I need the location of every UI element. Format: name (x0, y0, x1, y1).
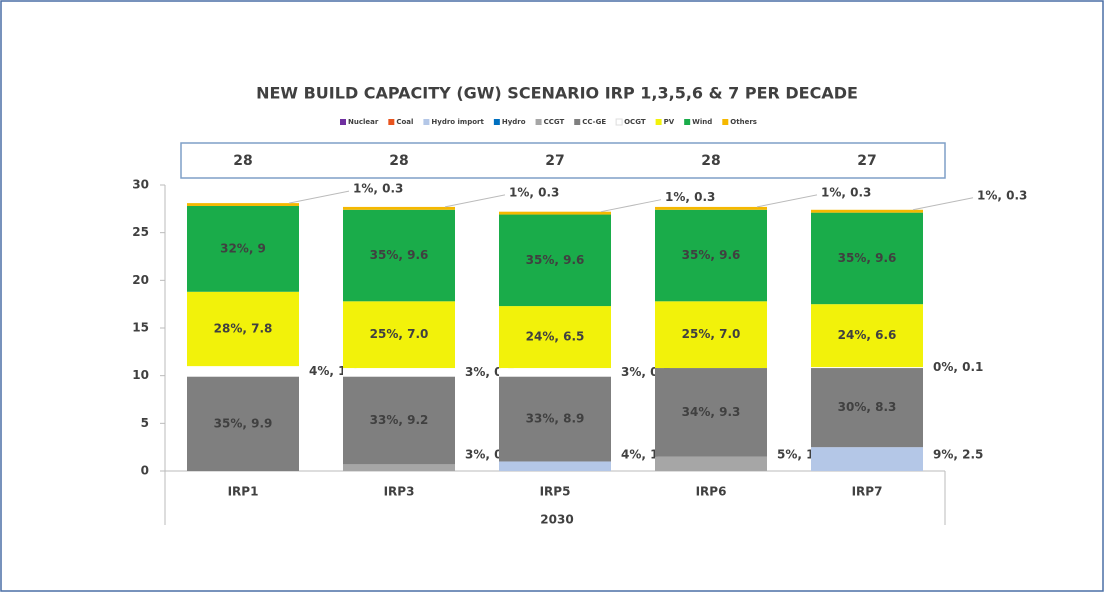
bar-segment (343, 464, 455, 471)
bar-segment (499, 461, 611, 471)
value-label: 0%, 0.1 (933, 360, 983, 374)
legend-label: Hydro (502, 118, 526, 126)
y-tick-label: 15 (132, 321, 149, 335)
legend-swatch (722, 119, 729, 125)
total-label: 28 (389, 153, 408, 169)
bar-segment (187, 291, 299, 367)
bar-segment (811, 367, 923, 369)
bar-segment (343, 209, 455, 302)
value-label: 1%, 0.3 (353, 182, 403, 196)
legend-swatch (684, 119, 691, 125)
value-label: 1%, 0.3 (821, 185, 871, 199)
value-label: 24%, 6.6 (838, 328, 897, 342)
value-label: 4%, 1 (621, 448, 658, 462)
y-tick-label: 5 (141, 416, 149, 430)
x-tick-label: IRP3 (384, 485, 415, 499)
legend-swatch (535, 119, 542, 125)
legend-swatch (655, 119, 662, 125)
bar-segment (811, 447, 923, 471)
value-label: 1%, 0.3 (977, 188, 1027, 202)
bar-segment (499, 306, 611, 369)
y-tick-label: 30 (132, 178, 149, 192)
legend-swatch (615, 118, 623, 126)
y-tick-label: 10 (132, 368, 149, 382)
y-tick-label: 20 (132, 273, 149, 287)
legend-label: Wind (692, 118, 712, 126)
bar-segment (499, 368, 611, 377)
chart-title: NEW BUILD CAPACITY (GW) SCENARIO IRP 1,3… (256, 84, 858, 103)
value-label: 25%, 7.0 (682, 327, 741, 341)
total-label: 27 (857, 153, 876, 169)
x-tick-label: IRP1 (228, 485, 259, 499)
legend-swatch (388, 119, 395, 125)
bar-segment (655, 209, 767, 302)
legend-swatch (493, 119, 500, 125)
leader-line (756, 194, 818, 208)
bar-segment (655, 301, 767, 369)
legend-label: CCGT (544, 118, 565, 126)
y-tick-label: 0 (141, 464, 149, 478)
bar-segment (187, 203, 299, 206)
bar-segment (811, 368, 923, 448)
value-label: 1%, 0.3 (665, 190, 715, 204)
legend-label: Others (730, 118, 757, 126)
bar-segment (343, 301, 455, 369)
bar-segment (655, 206, 767, 210)
leader-line (600, 199, 662, 213)
totals-box (180, 142, 946, 179)
bar-segment (499, 376, 611, 462)
bar-segment (343, 376, 455, 465)
legend-label: Hydro import (431, 118, 484, 126)
value-label: 24%, 6.5 (526, 330, 585, 344)
value-label: 35%, 9.6 (682, 248, 741, 262)
bar-segment (187, 366, 299, 377)
x-tick-label: IRP5 (540, 485, 571, 499)
x-group-label: 2030 (540, 513, 573, 527)
legend-label: OCGT (624, 118, 646, 126)
bar-segment (343, 368, 455, 377)
legend-label: Coal (396, 118, 413, 126)
value-label: 35%, 9.6 (838, 251, 897, 265)
value-label: 1%, 0.3 (509, 185, 559, 199)
legend-swatch (423, 119, 430, 125)
x-tick-label: IRP7 (852, 485, 883, 499)
value-label: 28%, 7.8 (214, 321, 273, 335)
bar-segment (811, 209, 923, 213)
legend-swatch (340, 119, 346, 125)
bar-segment (811, 304, 923, 368)
bar-segment (655, 456, 767, 471)
value-label: 9%, 2.5 (933, 448, 983, 462)
legend-label: CC-GE (582, 118, 606, 126)
value-label: 35%, 9.6 (370, 248, 429, 262)
bar-segment (811, 212, 923, 305)
bar-segment (343, 206, 455, 210)
value-label: 35%, 9.9 (214, 416, 273, 430)
legend-label: Nuclear (348, 118, 379, 126)
value-label: 25%, 7.0 (370, 327, 429, 341)
leader-line (288, 190, 350, 204)
legend-label: PV (664, 118, 675, 126)
total-label: 28 (233, 153, 252, 169)
value-label: 34%, 9.3 (682, 405, 741, 419)
y-tick-label: 25 (132, 225, 149, 239)
bar-segment (187, 376, 299, 471)
leader-line (444, 194, 506, 208)
x-tick-label: IRP6 (696, 485, 727, 499)
total-label: 27 (545, 153, 564, 169)
total-label: 28 (701, 153, 720, 169)
bar-segment (499, 214, 611, 307)
value-label: 33%, 8.9 (526, 412, 585, 426)
bar-segment (499, 211, 611, 215)
bar-segment (187, 205, 299, 292)
value-label: 32%, 9 (220, 241, 266, 255)
leader-line (912, 197, 974, 211)
value-label: 35%, 9.6 (526, 253, 585, 267)
value-label: 30%, 8.3 (838, 400, 897, 414)
legend-swatch (574, 119, 581, 125)
bar-segment (655, 368, 767, 457)
value-label: 33%, 9.2 (370, 413, 429, 427)
